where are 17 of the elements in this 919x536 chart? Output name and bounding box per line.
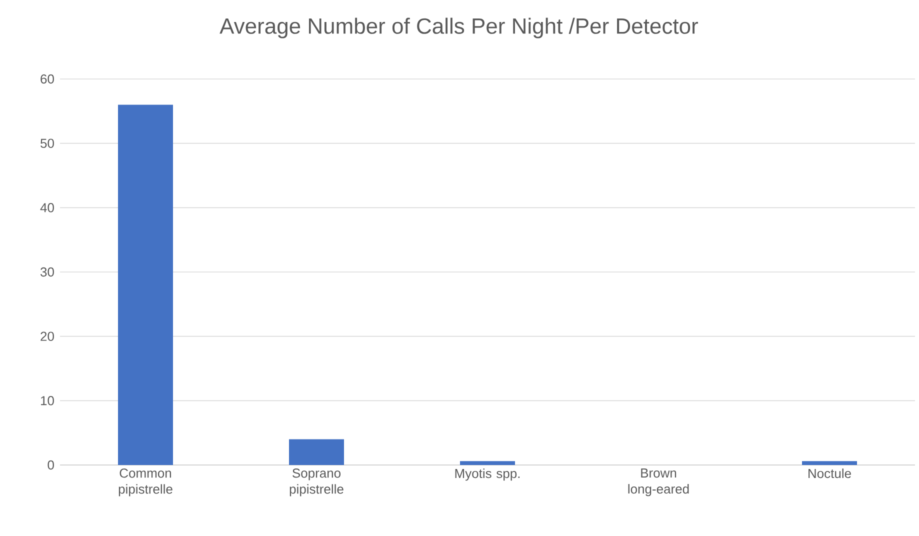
- bar: [118, 104, 173, 465]
- x-tick-label: Brown long-eared: [628, 468, 689, 496]
- x-tick-label: Soprano pipistrelle: [290, 468, 344, 496]
- bar: [802, 461, 858, 465]
- y-tick-label: 20: [40, 332, 54, 341]
- y-tick-label: 60: [40, 74, 54, 84]
- y-tick-label: 30: [40, 267, 54, 277]
- x-tick-label: Common pipistrelle: [118, 468, 172, 496]
- x-tick-label: Myotis spp.: [455, 468, 520, 481]
- y-tick-label: 0: [48, 460, 54, 470]
- y-tick-label: 40: [40, 203, 54, 212]
- x-tick-label: Noctule: [808, 468, 851, 478]
- bar: [289, 439, 344, 465]
- chart-title: Average Number of Calls Per Night /Per Detector: [220, 18, 698, 38]
- y-tick-label: 10: [40, 396, 54, 406]
- y-tick-label: 50: [40, 138, 54, 148]
- bar: [460, 461, 516, 465]
